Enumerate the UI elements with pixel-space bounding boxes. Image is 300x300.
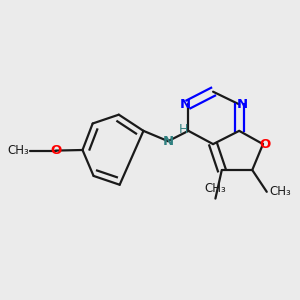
Text: O: O [260, 138, 271, 151]
Text: CH₃: CH₃ [7, 144, 29, 157]
Text: N: N [163, 135, 174, 148]
Text: CH₃: CH₃ [205, 182, 226, 195]
Text: H: H [178, 123, 188, 136]
Text: CH₃: CH₃ [270, 185, 291, 198]
Text: N: N [179, 98, 191, 111]
Text: N: N [237, 98, 248, 111]
Text: O: O [50, 144, 61, 157]
